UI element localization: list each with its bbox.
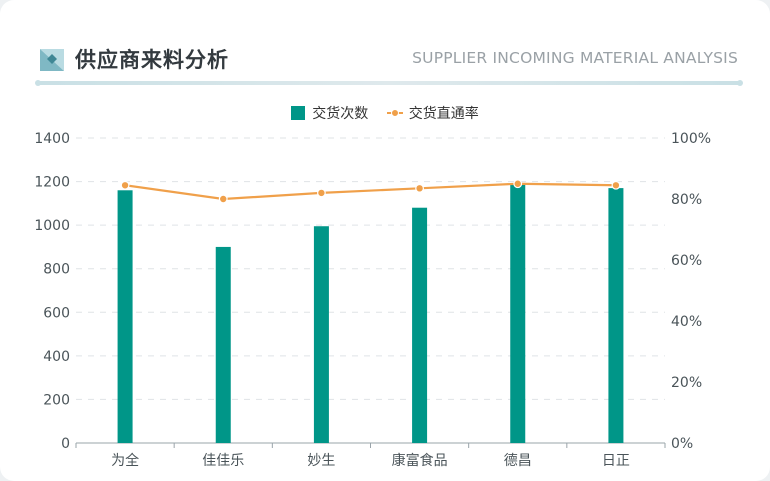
bar <box>215 246 231 443</box>
y-right-tick-label: 20% <box>671 375 702 391</box>
bar <box>313 226 329 443</box>
x-tick-label: 德昌 <box>504 453 532 469</box>
header-divider <box>35 80 743 86</box>
bar <box>412 207 428 443</box>
line-point <box>611 180 621 190</box>
x-tick-label: 佳佳乐 <box>202 453 244 469</box>
legend-label-pass-rate: 交货直通率 <box>408 106 479 122</box>
y-left-tick-label: 1400 <box>34 131 70 147</box>
y-left-tick-label: 1000 <box>34 218 70 234</box>
x-tick-label: 妙生 <box>307 453 335 469</box>
legend-line-swatch <box>386 106 403 120</box>
y-right-tick-label: 0% <box>671 436 693 452</box>
line-point <box>513 179 523 189</box>
y-left-tick-label: 200 <box>43 392 70 408</box>
y-left-tick-label: 600 <box>43 305 70 321</box>
legend-bar-swatch <box>291 106 306 120</box>
y-left-tick-label: 400 <box>43 349 70 365</box>
legend-item-pass-rate[interactable]: 交货直通率 <box>386 103 479 123</box>
y-right-tick-label: 60% <box>671 253 702 269</box>
line-point <box>317 188 326 198</box>
x-tick-label: 康富食品 <box>392 452 448 469</box>
y-left-tick-label: 800 <box>43 262 70 278</box>
bar <box>510 183 526 443</box>
legend-item-deliveries[interactable]: 交货次数 <box>291 103 368 123</box>
chart-legend: 交货次数 交货直通率 <box>0 103 770 125</box>
page-subtitle: SUPPLIER INCOMING MATERIAL ANALYSIS <box>412 49 738 67</box>
y-left-tick-label: 0 <box>61 436 70 452</box>
line-point <box>120 180 130 190</box>
x-tick-label: 为全 <box>111 452 139 469</box>
line-point <box>218 194 228 204</box>
legend-label-deliveries: 交货次数 <box>312 106 369 122</box>
x-tick-label: 日正 <box>602 453 630 469</box>
y-right-tick-label: 40% <box>671 314 702 330</box>
y-left-tick-label: 1200 <box>34 175 70 191</box>
title-cube-icon <box>38 47 66 73</box>
card-header: 供应商来料分析 SUPPLIER INCOMING MATERIAL ANALY… <box>38 40 738 90</box>
y-right-tick-label: 100% <box>671 131 711 147</box>
bar <box>117 190 133 443</box>
y-right-tick-label: 80% <box>671 192 702 208</box>
line-point <box>415 183 424 193</box>
bar <box>608 188 624 443</box>
series-line-pass-rate <box>124 182 616 201</box>
page-title: 供应商来料分析 <box>75 48 229 72</box>
